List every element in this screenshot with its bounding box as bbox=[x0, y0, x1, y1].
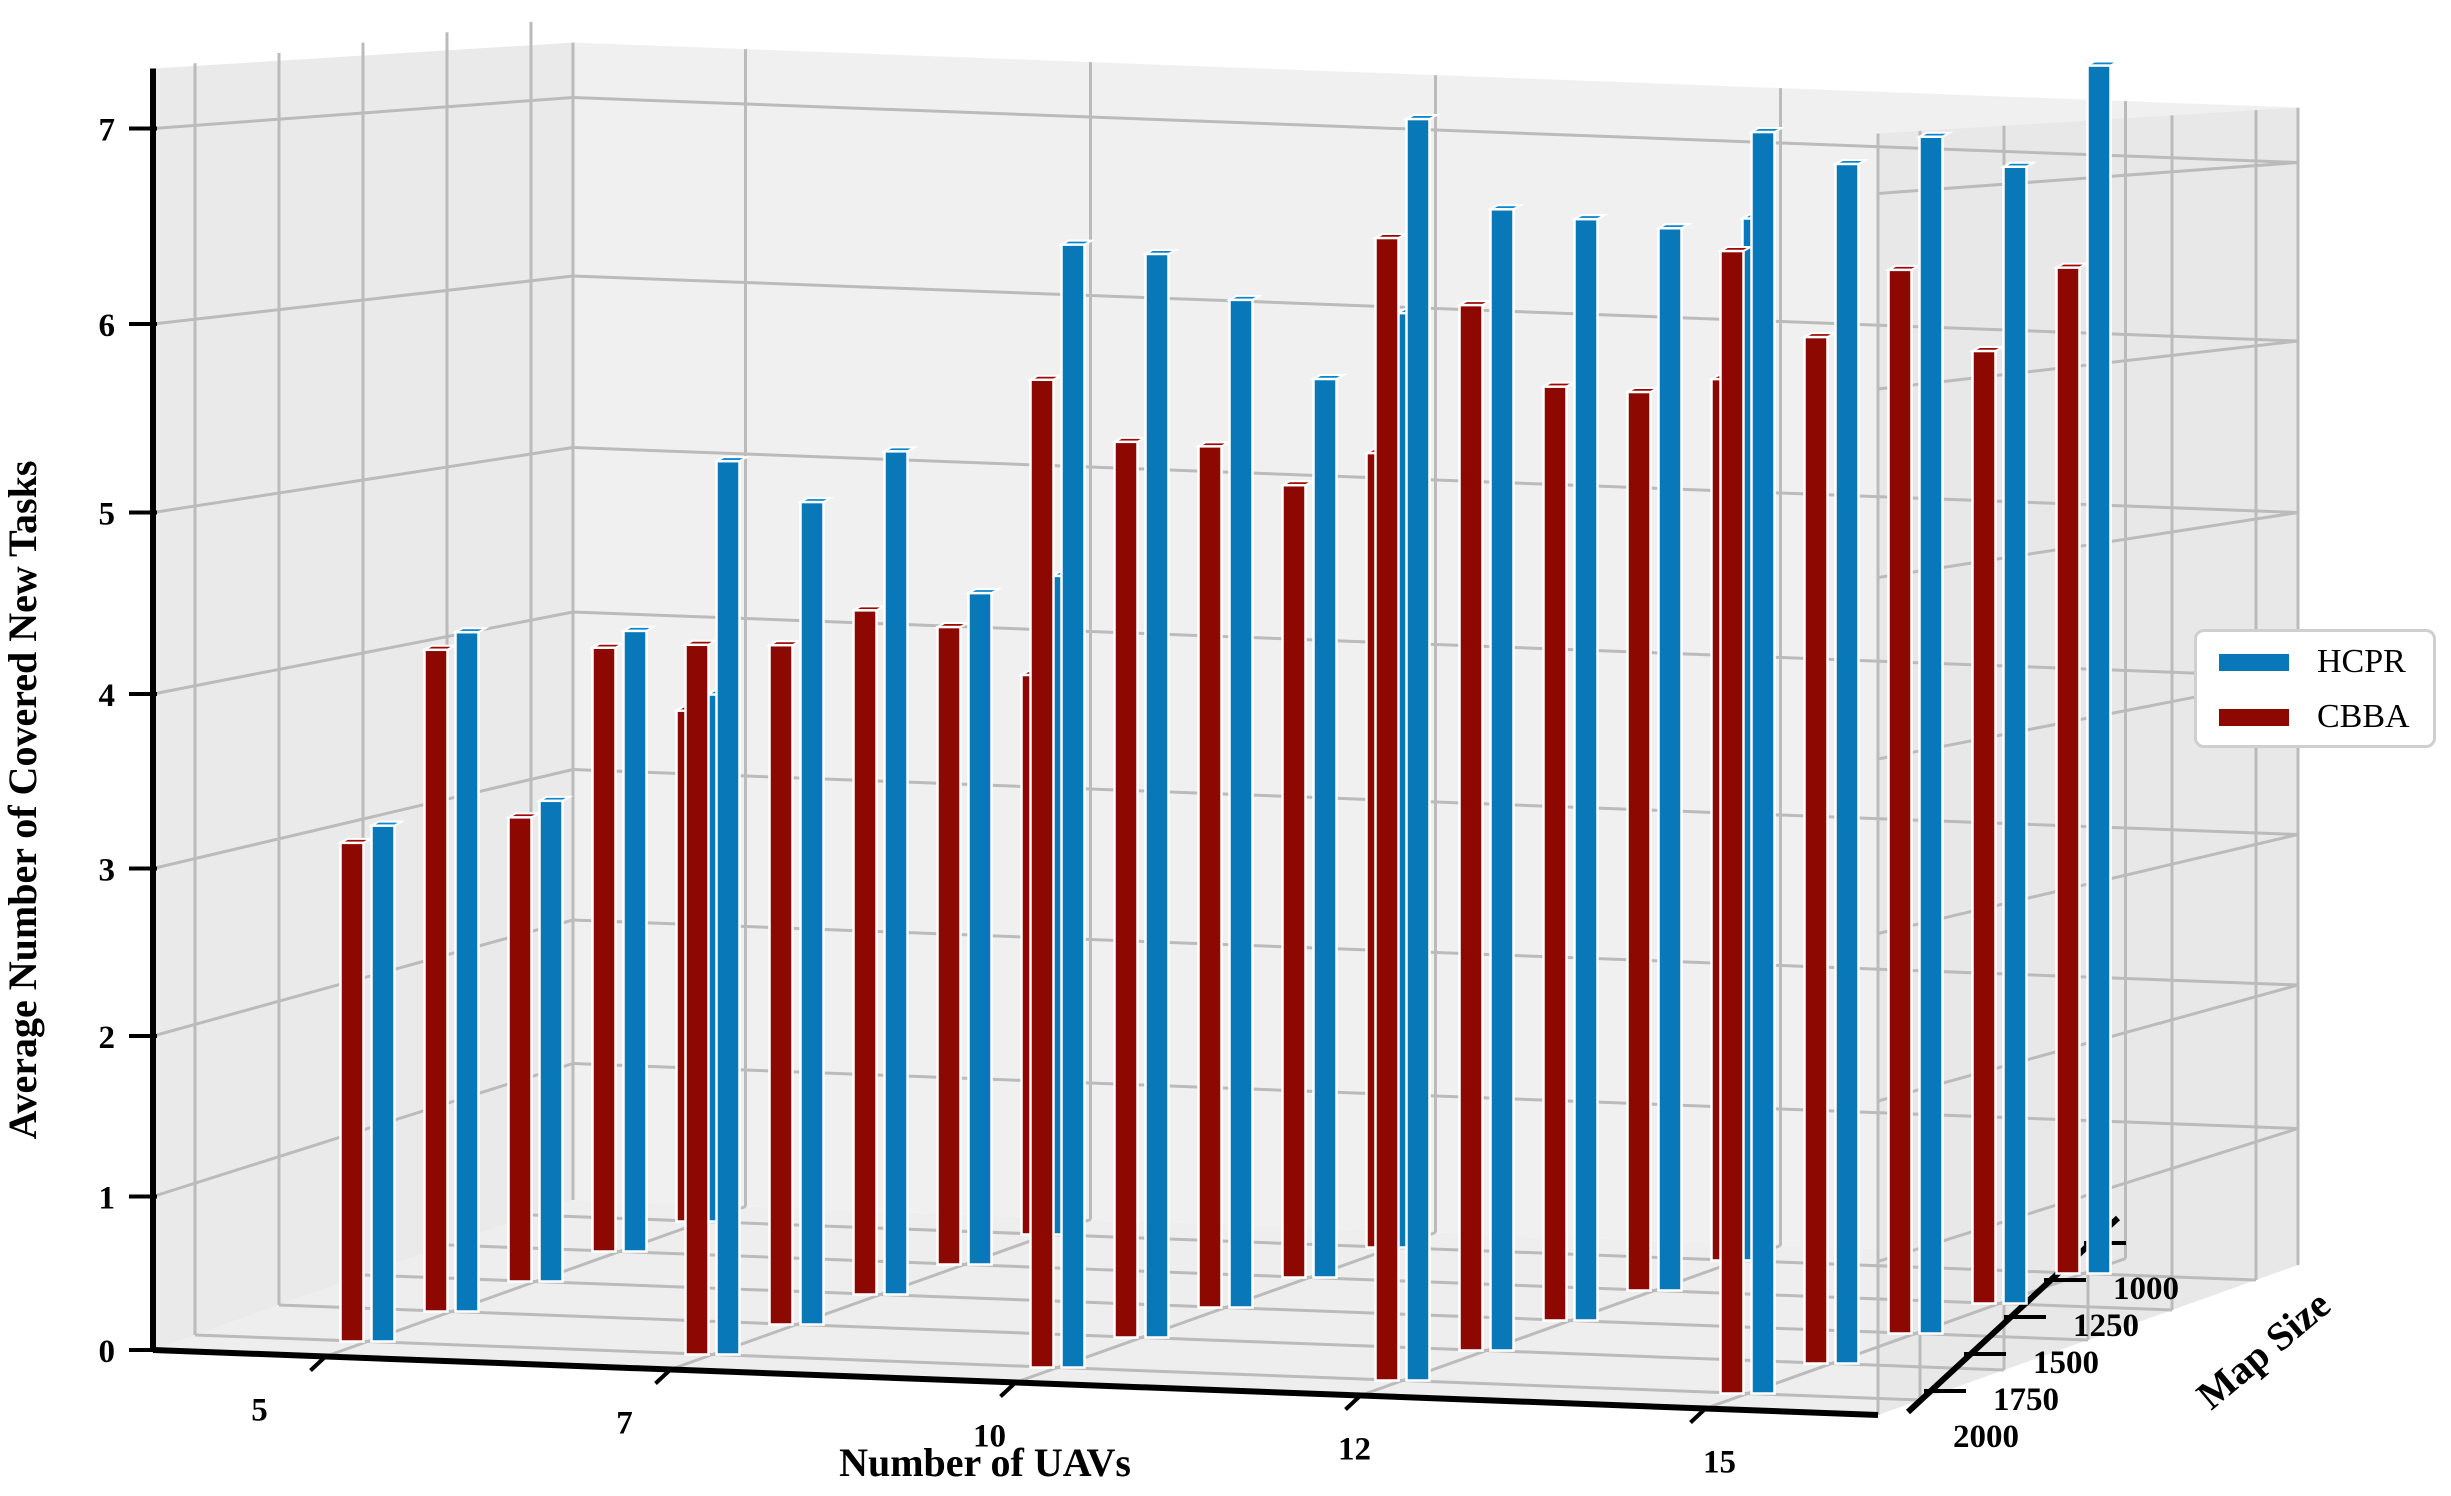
hcpr-bar bbox=[1141, 249, 1180, 1339]
hcpr-bar bbox=[712, 456, 751, 1356]
tick-label: 2000 bbox=[1953, 1419, 2019, 1455]
cbba-label: CBBA bbox=[2317, 698, 2410, 735]
tick-label: 3 bbox=[99, 853, 116, 889]
cbba-bar bbox=[2052, 262, 2091, 1275]
tick-label: 1250 bbox=[2073, 1308, 2139, 1344]
tick-label: 0 bbox=[99, 1334, 116, 1370]
tick-label: 2 bbox=[99, 1020, 116, 1056]
hcpr-bar bbox=[2083, 60, 2122, 1275]
y-axis-title: Map Size bbox=[2188, 1281, 2339, 1418]
hcpr-bar bbox=[1309, 374, 1348, 1279]
cbba-bar bbox=[1968, 346, 2007, 1305]
hcpr-bar bbox=[535, 795, 574, 1283]
hcpr-bar bbox=[1999, 161, 2038, 1305]
tick-label: 4 bbox=[99, 678, 116, 714]
cbba-bar bbox=[1539, 381, 1578, 1322]
hcpr-bar bbox=[1654, 223, 1693, 1292]
tick-label: 12 bbox=[1338, 1432, 1371, 1468]
hcpr-bar bbox=[1747, 127, 1786, 1395]
cbba-swatch bbox=[2219, 708, 2289, 726]
hcpr-bar bbox=[367, 820, 406, 1343]
tick-label: 5 bbox=[251, 1393, 268, 1429]
cbba-bar bbox=[1455, 300, 1494, 1352]
cbba-bar bbox=[1110, 436, 1149, 1339]
legend-entry-hcpr: HCPR bbox=[2197, 637, 2433, 687]
cbba-bar bbox=[420, 644, 459, 1313]
cbba-bar bbox=[1716, 246, 1755, 1395]
cbba-bar bbox=[336, 837, 375, 1343]
cbba-bar bbox=[849, 605, 888, 1296]
hcpr-swatch bbox=[2219, 653, 2289, 671]
cbba-bar bbox=[1800, 332, 1839, 1365]
legend: HCPR CBBA bbox=[2194, 629, 2436, 748]
tick-label: 1000 bbox=[2113, 1271, 2179, 1307]
tick-label: 1750 bbox=[1993, 1382, 2059, 1418]
cbba-bar bbox=[1884, 264, 1923, 1335]
legend-entry-cbba: CBBA bbox=[2197, 692, 2433, 742]
cbba-bar bbox=[1623, 387, 1662, 1292]
cbba-bar bbox=[933, 622, 972, 1266]
tick-label: 1500 bbox=[2033, 1345, 2099, 1381]
hcpr-bar bbox=[1831, 158, 1870, 1365]
z-axis-title: Average Number of Covered New Tasks bbox=[0, 461, 45, 1140]
hcpr-bar bbox=[796, 497, 835, 1326]
cbba-bar bbox=[765, 640, 804, 1326]
tick-label: 7 bbox=[99, 113, 116, 149]
hcpr-bar bbox=[1402, 114, 1441, 1382]
cbba-bar bbox=[588, 642, 627, 1253]
cbba-bar bbox=[1278, 480, 1317, 1279]
hcpr-bar bbox=[1915, 131, 1954, 1335]
hcpr-bar bbox=[1486, 204, 1525, 1352]
hcpr-label: HCPR bbox=[2317, 643, 2406, 680]
hcpr-bar bbox=[1225, 294, 1264, 1309]
tick-label: 6 bbox=[99, 308, 116, 344]
hcpr-bar bbox=[964, 588, 1003, 1266]
hcpr-bar bbox=[619, 625, 658, 1253]
hcpr-bar bbox=[451, 627, 490, 1313]
tick-label: 5 bbox=[99, 497, 116, 533]
x-axis-title: Number of UAVs bbox=[839, 1440, 1131, 1485]
chart-axis-spines bbox=[129, 68, 2126, 1424]
tick-label: 1 bbox=[99, 1181, 116, 1217]
tick-label: 7 bbox=[616, 1406, 633, 1442]
hcpr-bar bbox=[880, 446, 919, 1296]
tick-label: 10 bbox=[973, 1419, 1006, 1455]
chart-bars bbox=[336, 60, 2122, 1395]
tick-label: 15 bbox=[1703, 1445, 1736, 1481]
cbba-bar bbox=[1026, 374, 1065, 1369]
hcpr-bar bbox=[1057, 239, 1096, 1369]
cbba-bar bbox=[504, 812, 543, 1283]
cbba-bar bbox=[1371, 233, 1410, 1382]
cbba-bar bbox=[681, 639, 720, 1356]
hcpr-bar bbox=[1570, 214, 1609, 1322]
